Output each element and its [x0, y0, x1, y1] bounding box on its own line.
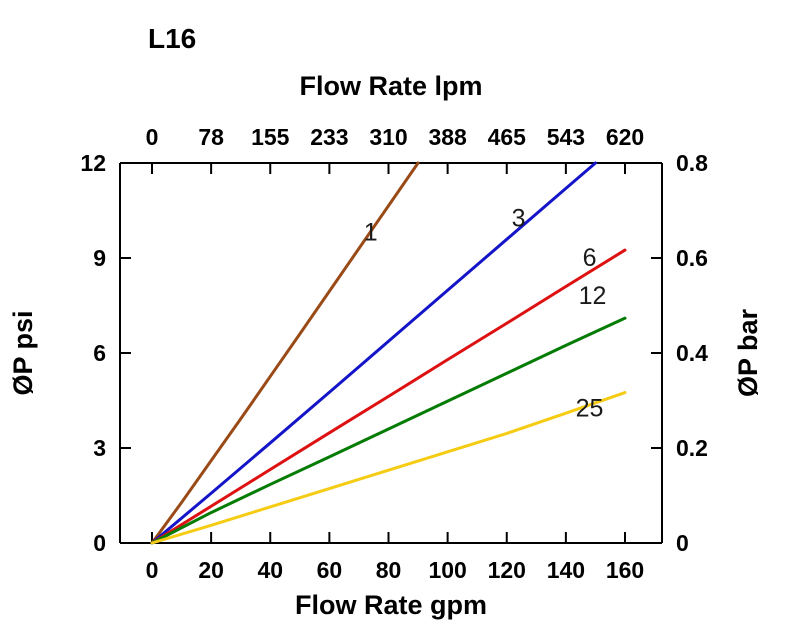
- top-tick-label: 155: [251, 124, 290, 150]
- top-axis-ticks: 0 78 155 233 310 388 465 543 620: [146, 124, 644, 174]
- bottom-tick-label: 120: [488, 557, 526, 583]
- left-tick-label: 3: [93, 435, 106, 461]
- bottom-tick-label: 160: [606, 557, 644, 583]
- curve-label-6: 6: [583, 244, 597, 272]
- top-tick-label: 0: [146, 124, 159, 150]
- top-axis-title: Flow Rate lpm: [299, 71, 482, 101]
- top-tick-label: 620: [606, 124, 644, 150]
- chart-title: L16: [148, 23, 196, 54]
- left-tick-label: 6: [93, 340, 106, 366]
- top-tick-label: 388: [428, 124, 467, 150]
- curve-3: [150, 161, 597, 545]
- top-tick-label: 233: [310, 124, 348, 150]
- bottom-axis-title: Flow Rate gpm: [295, 590, 487, 620]
- bottom-tick-label: 60: [317, 557, 343, 583]
- curve-6: [150, 248, 627, 545]
- curve-12: [150, 316, 627, 545]
- right-tick-label: 0.2: [676, 435, 708, 461]
- left-axis-ticks: 0 3 6 9 12: [80, 150, 131, 556]
- right-tick-label: 0: [676, 530, 689, 556]
- top-tick-label: 78: [198, 124, 224, 150]
- top-tick-label: 310: [369, 124, 407, 150]
- left-tick-label: 0: [93, 530, 106, 556]
- left-axis-title: ØP psi: [8, 310, 38, 395]
- bottom-tick-label: 80: [376, 557, 402, 583]
- curve-1: [150, 161, 420, 545]
- top-tick-label: 465: [488, 124, 527, 150]
- bottom-axis-ticks: 0 20 40 60 80 100 120 140 160: [146, 532, 644, 583]
- bottom-tick-label: 20: [198, 557, 224, 583]
- right-tick-label: 0.4: [676, 340, 708, 366]
- data-curves: [150, 161, 627, 545]
- bottom-tick-label: 140: [547, 557, 585, 583]
- bottom-tick-label: 0: [146, 557, 159, 583]
- right-axis-title: ØP bar: [733, 308, 763, 397]
- left-tick-label: 9: [93, 245, 106, 271]
- right-tick-label: 0.8: [676, 150, 708, 176]
- left-tick-label: 12: [80, 150, 106, 176]
- curve-label-1: 1: [364, 219, 378, 247]
- bottom-tick-label: 100: [428, 557, 466, 583]
- right-axis-ticks: 0 0.2 0.4 0.6 0.8: [651, 150, 708, 556]
- bottom-tick-label: 40: [257, 557, 283, 583]
- curve-25: [150, 391, 627, 545]
- top-tick-label: 543: [547, 124, 585, 150]
- curve-label-12: 12: [579, 282, 607, 310]
- curve-label-3: 3: [512, 204, 526, 232]
- right-tick-label: 0.6: [676, 245, 708, 271]
- plot-frame: [119, 162, 663, 544]
- curve-labels: 1 3 6 12 25: [364, 204, 607, 422]
- curve-label-25: 25: [576, 394, 604, 422]
